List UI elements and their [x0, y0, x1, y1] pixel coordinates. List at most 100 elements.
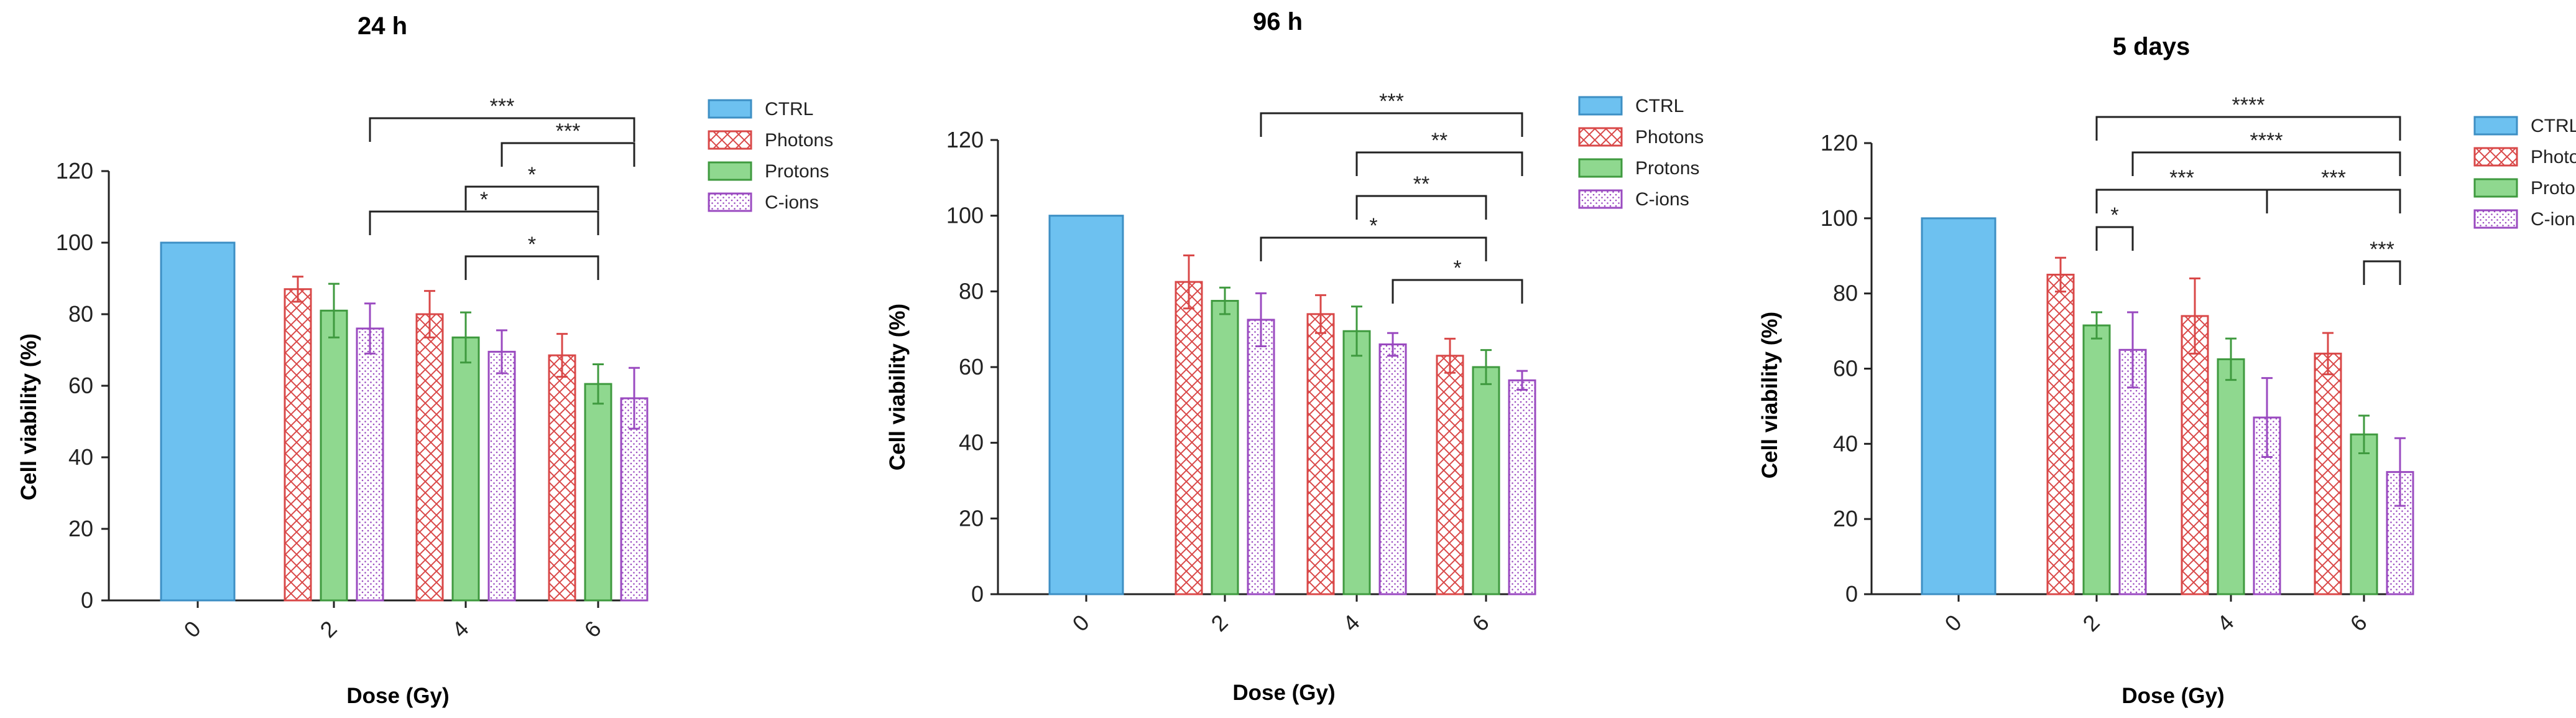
- significance-bracket: [464, 185, 599, 210]
- bar-c-ions: [487, 350, 516, 602]
- legend-label: C-ions: [765, 192, 819, 213]
- y-tick-label: 120: [946, 127, 984, 152]
- y-tick-label: 120: [56, 158, 93, 184]
- y-tick-label: 80: [68, 301, 93, 327]
- x-tick-label: 6: [579, 616, 606, 643]
- y-axis-label: Cell viability (%): [17, 333, 41, 500]
- legend-swatch: [1578, 96, 1623, 116]
- significance-label: ****: [2250, 129, 2283, 152]
- legend-swatch: [1578, 158, 1623, 178]
- legend-label: Protons: [1635, 158, 1699, 179]
- y-tick-label: 60: [959, 354, 984, 380]
- significance-bracket: [2363, 260, 2401, 285]
- bar-protons: [2350, 433, 2378, 595]
- significance-label: *: [1369, 214, 1377, 238]
- x-tick-label: 4: [2212, 610, 2239, 636]
- x-tick-label: 2: [315, 616, 342, 643]
- legend-label: Photons: [765, 130, 833, 151]
- bar-photons: [1436, 355, 1464, 595]
- legend: CTRL Photons Protons C-ions: [2473, 116, 2576, 230]
- chart-panel-24h: 24 h Cell viability (%) Dose (Gy) 020406…: [17, 12, 833, 708]
- significance-label: ***: [2321, 166, 2346, 190]
- y-tick-label: 20: [68, 516, 93, 541]
- legend-swatch: [1578, 127, 1623, 147]
- y-tick-label: 80: [1833, 281, 1858, 306]
- legend-label: Photons: [2531, 147, 2576, 167]
- significance-bracket: [2095, 189, 2268, 213]
- significance-bracket: [1392, 279, 1523, 304]
- bar-protons: [320, 309, 348, 602]
- significance-label: ***: [490, 95, 515, 118]
- legend-swatch: [2473, 147, 2518, 167]
- y-tick-label: 0: [971, 581, 984, 607]
- legend-swatch: [1578, 189, 1623, 209]
- significance-label: ***: [1379, 90, 1404, 113]
- significance-bracket: [2131, 151, 2401, 176]
- bar-ctrl: [1921, 217, 1997, 595]
- significance-bracket: [1260, 112, 1523, 137]
- y-tick-label: 40: [68, 444, 93, 470]
- x-axis-label: Dose (Gy): [1232, 681, 1335, 705]
- significance-bracket: [501, 142, 635, 167]
- legend-swatch: [2473, 116, 2518, 136]
- bar-photons: [1306, 313, 1335, 595]
- significance-label: *: [480, 188, 488, 212]
- bar-c-ions: [1247, 319, 1275, 595]
- bar-protons: [1472, 366, 1500, 595]
- x-tick-label: 4: [1338, 610, 1365, 636]
- legend: CTRL Photons Protons C-ions: [1578, 96, 1704, 210]
- significance-label: ****: [2232, 93, 2265, 117]
- legend-swatch: [708, 192, 752, 212]
- bar-photons: [415, 313, 444, 602]
- x-tick-label: 2: [1206, 610, 1233, 636]
- bar-c-ions: [1378, 343, 1407, 595]
- bar-c-ions: [1508, 379, 1536, 595]
- y-tick-label: 20: [1833, 506, 1858, 531]
- bar-c-ions: [356, 327, 384, 602]
- significance-bracket: [464, 255, 599, 280]
- y-tick-label: 60: [68, 373, 93, 398]
- y-tick-label: 80: [959, 278, 984, 304]
- y-tick-label: 40: [959, 430, 984, 455]
- significance-bracket: [1355, 151, 1523, 176]
- bar-protons: [2082, 324, 2111, 595]
- significance-bracket: [2266, 189, 2401, 213]
- bar-protons: [584, 383, 612, 602]
- significance-label: *: [2110, 203, 2118, 227]
- legend-swatch: [708, 99, 752, 119]
- bar-protons: [1342, 330, 1371, 595]
- significance-label: **: [1431, 129, 1447, 152]
- significance-bracket: [2095, 116, 2401, 141]
- bar-photons: [2181, 315, 2209, 595]
- y-tick-label: 100: [946, 203, 984, 228]
- y-axis-label: Cell viability (%): [1758, 312, 1782, 478]
- significance-label: **: [1413, 172, 1429, 196]
- significance-label: *: [528, 233, 536, 256]
- legend-label: C-ions: [1635, 189, 1689, 210]
- legend-label: CTRL: [2531, 116, 2576, 136]
- significance-label: ***: [2370, 238, 2394, 261]
- bar-protons: [451, 336, 480, 602]
- y-tick-label: 60: [1833, 356, 1858, 381]
- x-tick-label: 4: [447, 616, 474, 643]
- legend-swatch: [2473, 209, 2518, 229]
- significance-bracket: [369, 210, 599, 235]
- x-tick-label: 0: [1068, 610, 1094, 636]
- significance-bracket: [1355, 195, 1487, 220]
- x-axis-label: Dose (Gy): [346, 684, 449, 708]
- x-tick-label: 2: [2078, 610, 2105, 636]
- y-tick-label: 100: [56, 230, 93, 255]
- y-axis-label: Cell viability (%): [885, 304, 910, 470]
- y-tick-label: 0: [1845, 581, 1858, 607]
- bar-photons: [284, 288, 312, 602]
- legend-label: CTRL: [765, 99, 813, 119]
- significance-label: *: [1453, 256, 1461, 280]
- chart-title: 96 h: [1253, 8, 1303, 35]
- legend-label: Protons: [2531, 178, 2576, 198]
- x-tick-label: 0: [1940, 610, 1967, 636]
- legend: CTRL Photons Protons C-ions: [708, 99, 833, 213]
